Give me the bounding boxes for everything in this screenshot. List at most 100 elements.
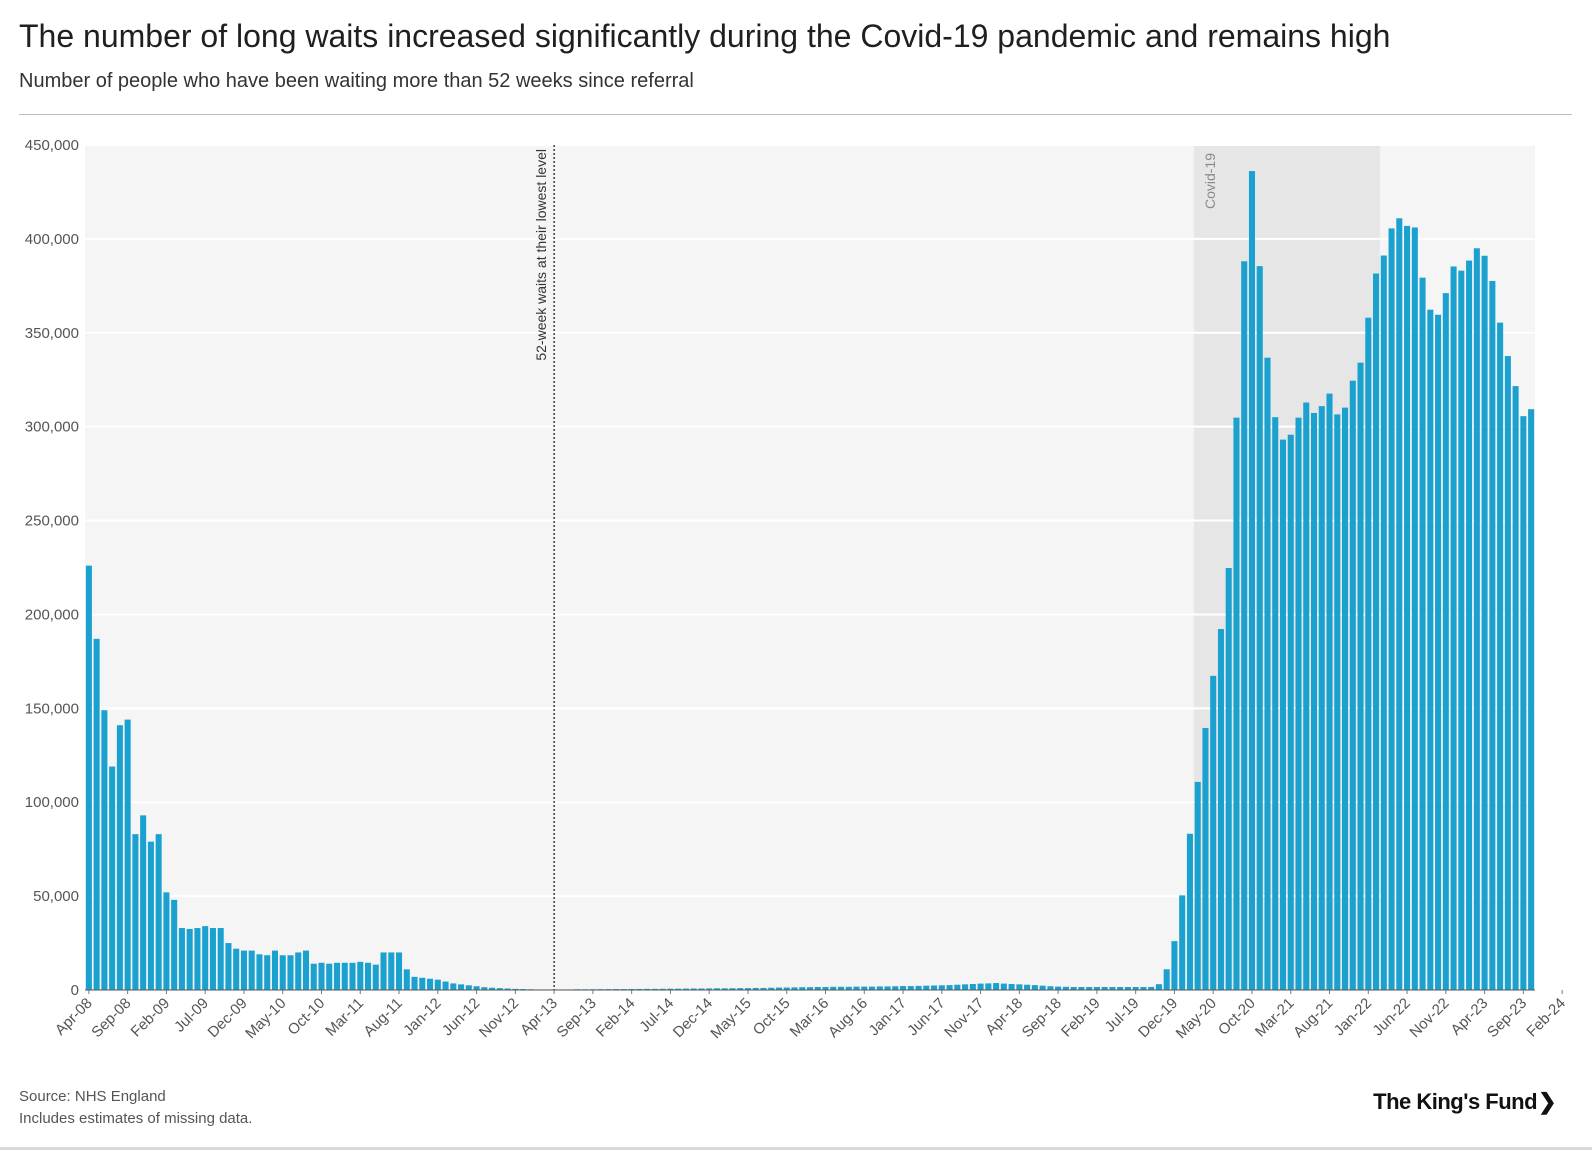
bar (209, 928, 216, 990)
bar (1217, 629, 1224, 990)
bar (1303, 402, 1310, 991)
bar (1287, 434, 1294, 990)
covid-shaded-region (1193, 145, 1380, 990)
bar (1194, 781, 1201, 990)
bar (442, 981, 449, 990)
bar (690, 988, 697, 990)
bar (845, 986, 852, 990)
bar (434, 979, 441, 990)
bar (186, 928, 193, 990)
bar (1225, 568, 1232, 990)
bar (240, 950, 247, 990)
bar (1086, 986, 1093, 990)
y-tick-label: 400,000 (25, 231, 79, 248)
bar (1512, 386, 1519, 990)
x-tick-label: Mar-11 (322, 995, 367, 1040)
bar (830, 986, 837, 990)
bar (954, 984, 961, 990)
bar (1318, 406, 1325, 990)
bar (729, 988, 736, 990)
x-tick-label: Jun-22 (1369, 995, 1413, 1039)
bar (427, 978, 434, 990)
x-tick-label: Oct-15 (750, 995, 794, 1039)
x-tick-label: May-10 (242, 995, 289, 1042)
bar (1241, 261, 1248, 990)
bar (364, 962, 372, 990)
bar (931, 985, 938, 990)
bar (333, 962, 341, 990)
bar (101, 710, 108, 990)
bar (357, 961, 364, 990)
bar (326, 963, 333, 990)
bar (1427, 309, 1434, 990)
x-tick-label: Aug-21 (1290, 995, 1336, 1041)
bar (1435, 314, 1442, 990)
bar (1248, 171, 1256, 990)
bar (1171, 941, 1178, 990)
bar (682, 988, 689, 990)
y-tick-label: 150,000 (25, 700, 79, 717)
bar (1179, 895, 1186, 990)
bar (310, 963, 317, 990)
bar (1373, 273, 1380, 990)
covid-label: Covid-19 (1202, 153, 1218, 209)
bar (349, 962, 356, 990)
bar (1132, 986, 1139, 990)
bar (1396, 218, 1403, 990)
bar (1124, 986, 1131, 990)
bar (1279, 439, 1287, 990)
bar (659, 988, 666, 990)
bar (489, 987, 496, 990)
bar (651, 988, 658, 990)
chart-footer: Source: NHS England Includes estimates o… (19, 1086, 252, 1130)
bar (1024, 984, 1031, 990)
chart-subtitle: Number of people who have been waiting m… (19, 70, 694, 92)
bar (116, 725, 123, 990)
x-tick-label: Sep-13 (553, 995, 599, 1041)
bar (1365, 317, 1372, 990)
x-tick-label: Oct-20 (1215, 995, 1259, 1039)
bar (1008, 983, 1015, 990)
x-tick-label: Feb-14 (593, 995, 639, 1041)
bar (202, 926, 209, 990)
bar (869, 986, 876, 990)
bar (737, 988, 744, 990)
x-tick-label: Oct-10 (284, 995, 328, 1039)
x-tick-label: Dec-09 (205, 995, 251, 1041)
bar (907, 986, 914, 990)
bar (744, 988, 751, 990)
bar (1349, 380, 1356, 990)
bar (225, 943, 232, 990)
bar (1186, 833, 1193, 990)
bar (473, 986, 480, 990)
x-tick-label: Mar-16 (787, 995, 833, 1041)
missing-data-note: Includes estimates of missing data. (19, 1110, 253, 1127)
bar (1450, 266, 1457, 990)
bar (915, 985, 922, 990)
bar (1357, 362, 1364, 990)
x-tick-label: Apr-23 (1448, 995, 1492, 1039)
bar (233, 948, 240, 990)
x-tick-label: Nov-12 (476, 995, 522, 1041)
y-tick-label: 450,000 (25, 137, 79, 154)
bar (302, 950, 310, 990)
y-tick-label: 300,000 (25, 419, 79, 436)
x-tick-label: Aug-16 (825, 995, 871, 1041)
chevron-right-icon: ❯ (1538, 1089, 1556, 1114)
kings-fund-logo[interactable]: The King's Fund❯ (1373, 1089, 1556, 1115)
bar (372, 964, 379, 990)
bar (271, 950, 278, 990)
x-tick-label: May-20 (1173, 995, 1220, 1042)
bar (628, 988, 635, 990)
bar (799, 987, 806, 990)
bar (760, 987, 767, 990)
bar (900, 986, 907, 990)
bar (465, 985, 472, 990)
bar (1388, 228, 1395, 990)
bar (1466, 260, 1473, 990)
bar (1117, 986, 1124, 990)
bar (1504, 356, 1511, 990)
y-tick-label: 250,000 (25, 513, 79, 530)
bar (783, 987, 790, 990)
bar (814, 986, 821, 990)
